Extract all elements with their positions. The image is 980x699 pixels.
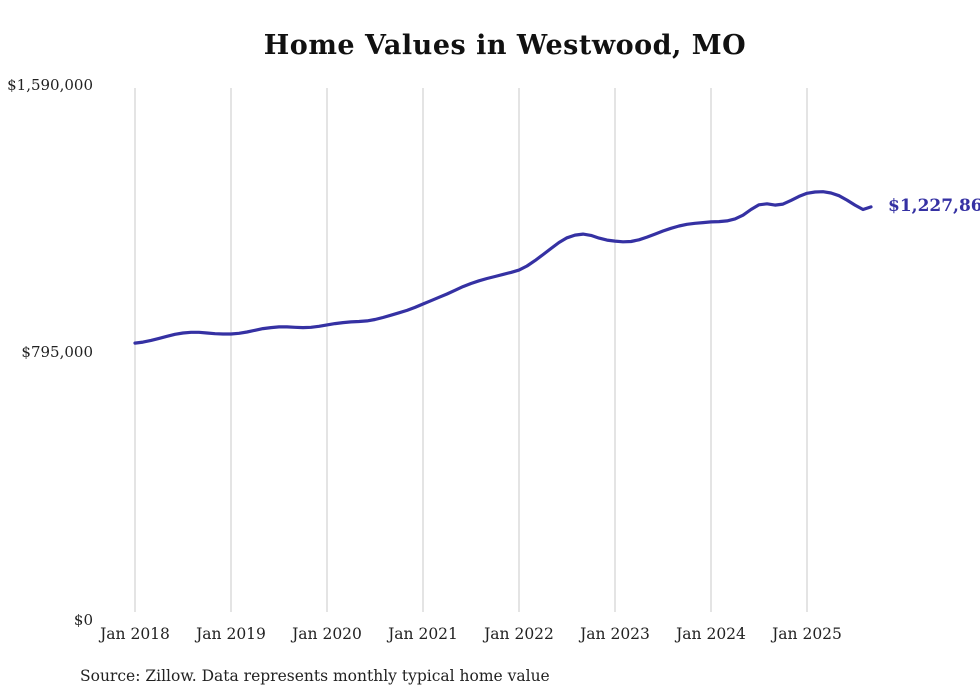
- x-axis-label: Jan 2022: [484, 625, 554, 643]
- home-value-line: [133, 190, 873, 345]
- x-axis-label: Jan 2021: [388, 625, 458, 643]
- x-axis-label: Jan 2019: [196, 625, 266, 643]
- x-axis-label: Jan 2020: [292, 625, 362, 643]
- source-note: Source: Zillow. Data represents monthly …: [80, 667, 550, 685]
- page-title: Home Values in Westwood, MO: [263, 30, 747, 61]
- x-axis-label: Jan 2023: [580, 625, 650, 643]
- end-value-label: $1,227,866: [888, 195, 980, 216]
- x-axis-label: Jan 2018: [100, 625, 170, 643]
- y-axis-label: $1,590,000: [7, 76, 93, 94]
- x-axis-label: Jan 2024: [676, 625, 746, 643]
- x-axis-label: Jan 2025: [772, 625, 842, 643]
- y-axis-label: $0: [73, 611, 93, 629]
- y-axis-label: $795,000: [21, 343, 93, 361]
